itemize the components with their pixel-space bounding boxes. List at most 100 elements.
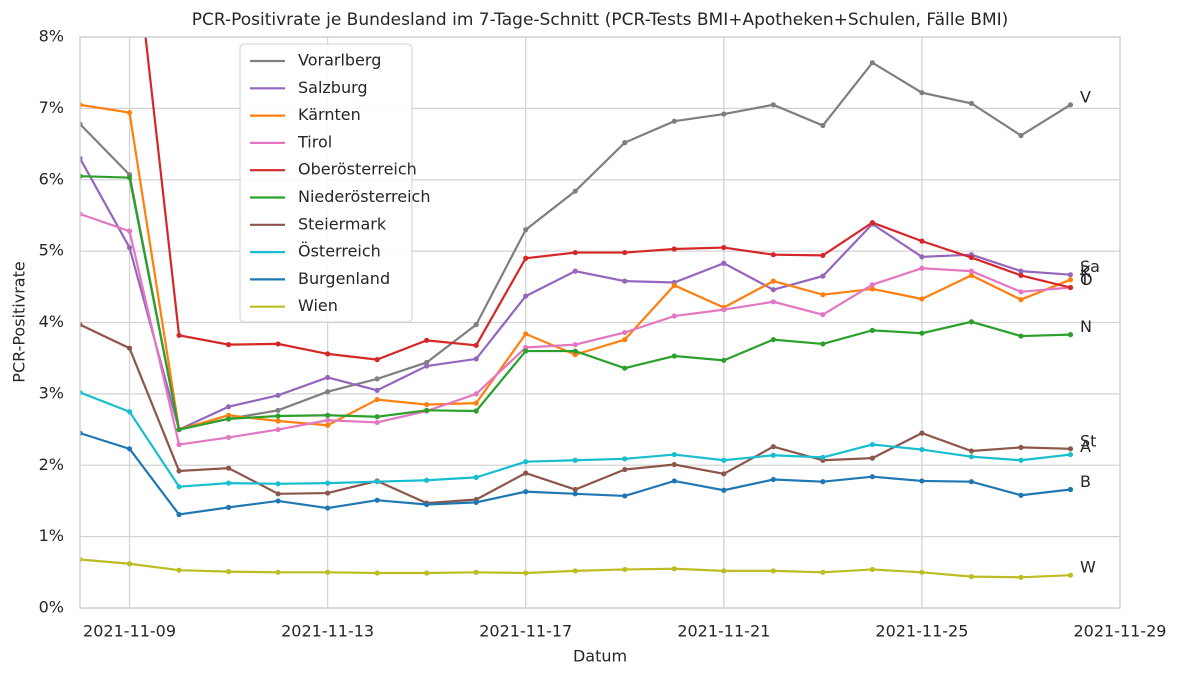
data-point	[424, 337, 430, 343]
data-point	[225, 504, 232, 510]
y-axis-label: PCR-Positivrate	[10, 261, 29, 382]
data-point	[325, 480, 331, 486]
data-point	[671, 461, 677, 468]
data-point	[572, 268, 578, 274]
data-point	[523, 348, 529, 354]
data-point	[275, 407, 281, 413]
data-point	[1018, 272, 1024, 278]
data-point	[572, 249, 578, 256]
data-point	[126, 446, 133, 452]
data-point	[374, 479, 380, 485]
data-point	[820, 312, 826, 318]
data-point	[869, 566, 875, 573]
data-point	[622, 278, 628, 284]
data-point	[968, 454, 975, 460]
legend-label: Salzburg	[298, 78, 368, 97]
data-point	[176, 426, 182, 433]
data-point	[919, 238, 925, 244]
data-point	[1018, 457, 1024, 463]
data-point	[919, 90, 925, 96]
legend-label: Oberösterreich	[298, 160, 417, 179]
data-point	[572, 486, 578, 493]
end-label: V	[1080, 87, 1091, 106]
data-point	[968, 573, 975, 580]
data-point	[1067, 284, 1074, 291]
end-label: B	[1080, 472, 1091, 491]
data-point	[176, 441, 182, 448]
data-point	[374, 396, 380, 403]
data-point	[374, 414, 380, 420]
data-point	[325, 389, 331, 395]
y-tick-label: 1%	[39, 526, 64, 545]
data-point	[275, 569, 281, 575]
data-point	[721, 307, 727, 313]
data-point	[721, 487, 727, 493]
data-point	[424, 401, 430, 408]
data-point	[622, 466, 628, 473]
end-label: N	[1080, 317, 1092, 336]
data-point	[126, 409, 133, 415]
data-point	[671, 353, 677, 359]
data-point	[126, 175, 133, 181]
chart-title: PCR-Positivrate je Bundesland im 7-Tage-…	[192, 10, 1009, 30]
data-point	[275, 491, 281, 497]
data-point	[820, 122, 826, 129]
data-point	[1067, 332, 1074, 338]
data-point	[919, 430, 925, 436]
data-point	[919, 446, 925, 453]
data-point	[721, 260, 727, 266]
data-point	[225, 434, 232, 441]
data-point	[869, 219, 875, 226]
data-point	[424, 407, 430, 413]
data-point	[473, 356, 479, 362]
end-label: O	[1080, 270, 1093, 289]
data-point	[622, 493, 628, 499]
data-point	[225, 465, 232, 471]
data-point	[473, 499, 479, 505]
data-point	[523, 570, 529, 576]
data-point	[770, 568, 776, 574]
data-point	[523, 459, 529, 465]
data-point	[424, 501, 430, 508]
x-tick-label: 2021-11-21	[677, 622, 770, 641]
data-point	[770, 287, 776, 293]
data-point	[275, 413, 281, 419]
data-point	[523, 227, 529, 233]
end-label: T	[1079, 270, 1090, 289]
data-point	[869, 474, 875, 480]
x-tick-label: 2021-11-13	[281, 622, 374, 641]
data-point	[523, 489, 529, 495]
data-point	[473, 408, 479, 414]
data-point	[869, 455, 875, 461]
data-point	[820, 569, 826, 575]
end-label: Sa	[1080, 257, 1100, 276]
data-point	[968, 272, 975, 278]
data-point	[374, 497, 380, 503]
data-point	[473, 342, 479, 348]
data-point	[770, 337, 776, 343]
data-point	[126, 345, 133, 351]
data-point	[572, 457, 578, 463]
data-point	[325, 422, 331, 428]
x-tick-label: 2021-11-29	[1074, 622, 1167, 641]
data-point	[225, 412, 232, 418]
data-point	[919, 254, 925, 260]
data-point	[225, 568, 232, 575]
data-point	[869, 282, 875, 288]
legend-label: Steiermark	[298, 214, 387, 233]
data-point	[523, 293, 529, 299]
data-point	[374, 376, 380, 382]
data-point	[424, 477, 430, 483]
data-point	[1067, 486, 1074, 493]
legend-label: Niederösterreich	[298, 187, 430, 206]
data-point	[919, 265, 925, 271]
data-point	[572, 352, 578, 358]
data-point	[374, 570, 380, 576]
y-tick-label: 7%	[39, 98, 64, 117]
data-point	[622, 566, 628, 573]
data-point	[622, 365, 628, 371]
data-point	[1067, 572, 1074, 578]
data-point	[968, 448, 975, 454]
data-point	[820, 252, 826, 259]
